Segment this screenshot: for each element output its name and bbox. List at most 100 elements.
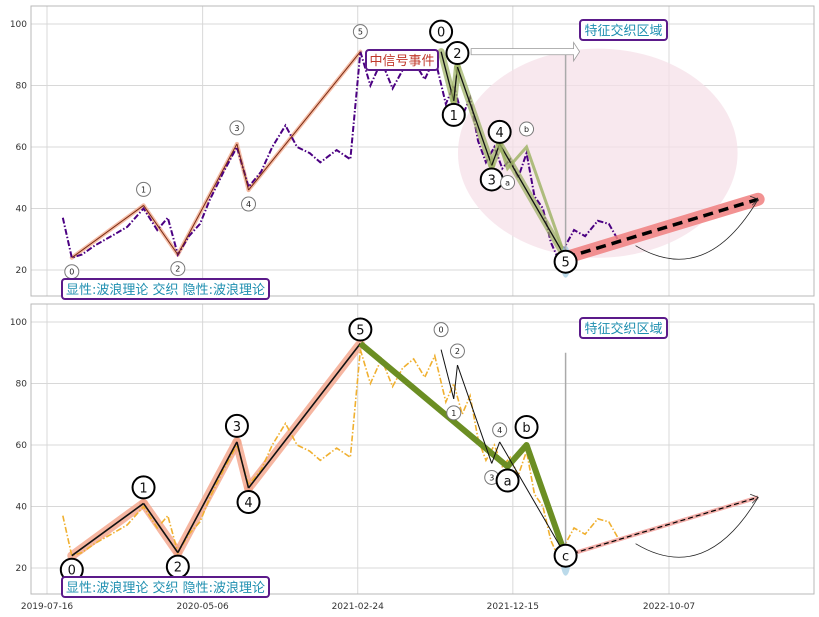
wave-label-c: c bbox=[553, 543, 578, 568]
signal-event-box-text: 中信号事件 bbox=[369, 54, 434, 69]
projection-curve bbox=[635, 497, 759, 558]
wave-line bbox=[453, 364, 458, 399]
top-region-box-frame bbox=[579, 19, 668, 41]
wave-label-circle bbox=[433, 322, 449, 338]
wave-label-1: 1 bbox=[131, 475, 156, 500]
wave-label-circle bbox=[348, 317, 373, 342]
wave-line bbox=[456, 66, 493, 166]
region-arrow bbox=[470, 41, 581, 63]
x-tick-label: 2022-10-07 bbox=[643, 602, 695, 612]
panel-frame bbox=[30, 5, 815, 297]
y-tick-label: 100 bbox=[10, 318, 27, 328]
top-region-box: 特征交织区域 bbox=[579, 19, 668, 41]
wave-line bbox=[456, 364, 493, 464]
wave-label-circle bbox=[224, 413, 249, 438]
wave-label-3: 3 bbox=[229, 120, 245, 136]
wave-label-4: 4 bbox=[492, 422, 508, 438]
wave-label-circle bbox=[429, 19, 454, 44]
top-legend-box: 显性:波浪理论 交织 隐性:波浪理论 bbox=[61, 278, 270, 300]
wave-label-5: 5 bbox=[553, 249, 578, 274]
wave-label-circle bbox=[553, 249, 578, 274]
wave-label-text: 2 bbox=[455, 347, 460, 356]
y-tick-label: 40 bbox=[16, 205, 28, 215]
bottom-panel: 20 40 60 80 100 0 1 2 3 4 5 0 1 2 3 4 a b c bbox=[10, 303, 815, 595]
wave-label-3: 3 bbox=[224, 413, 249, 438]
wave-label-text: c bbox=[562, 550, 569, 565]
wave-label-4: 4 bbox=[241, 196, 257, 212]
wave-label-circle bbox=[136, 181, 152, 197]
wave-label-text: 4 bbox=[246, 200, 251, 209]
abc-wave-line bbox=[498, 143, 568, 259]
wave-line bbox=[71, 502, 145, 557]
panel-frame bbox=[30, 303, 815, 595]
wave-label-1: 1 bbox=[446, 405, 462, 421]
y-tick-label: 20 bbox=[16, 564, 28, 574]
wave-label-circle bbox=[445, 41, 470, 66]
wave-label-a: a bbox=[500, 175, 516, 191]
wave-label-2: 2 bbox=[165, 554, 190, 579]
wave-label-circle bbox=[449, 343, 465, 359]
wave-label-text: 5 bbox=[561, 256, 569, 271]
wave-label-text: 5 bbox=[356, 324, 364, 339]
top-legend-box-text: 显性:波浪理论 交织 隐性:波浪理论 bbox=[66, 282, 265, 298]
wave-line bbox=[440, 349, 455, 399]
wave-label-circle bbox=[487, 119, 512, 144]
wave-label-text: 0 bbox=[439, 326, 444, 335]
wave-label-2: 2 bbox=[449, 343, 465, 359]
wave-label-text: 2 bbox=[174, 561, 182, 576]
bottom-region-box: 特征交织区域 bbox=[579, 317, 668, 339]
wave-label-b: b bbox=[519, 121, 535, 137]
y-tick-label: 80 bbox=[16, 82, 28, 92]
wave-label-text: 1 bbox=[451, 409, 456, 418]
wave-label-circle bbox=[170, 261, 186, 277]
wave-line bbox=[177, 143, 238, 255]
annotation-layer: 2019-07-16 2020-05-06 2021-02-24 2021-12-15… bbox=[21, 19, 695, 612]
wave-label-text: 5 bbox=[358, 28, 363, 37]
wave-line bbox=[499, 441, 567, 556]
wave-label-0: 0 bbox=[433, 322, 449, 338]
y-tick-label: 40 bbox=[16, 503, 28, 513]
wave-label-text: 4 bbox=[244, 496, 252, 511]
wave-label-text: 3 bbox=[489, 473, 494, 482]
x-tick-label: 2021-02-24 bbox=[332, 602, 385, 612]
wave-line bbox=[236, 441, 250, 489]
wave-label-text: 3 bbox=[233, 420, 241, 435]
projection-line bbox=[565, 197, 759, 260]
wave-label-circle bbox=[492, 422, 508, 438]
wave-label-1: 1 bbox=[136, 181, 152, 197]
wave-label-text: 0 bbox=[437, 26, 445, 41]
wave-label-circle bbox=[446, 405, 462, 421]
wave-label-circle bbox=[131, 475, 156, 500]
signal-event-box: 中信号事件 bbox=[365, 49, 439, 71]
wave-line bbox=[143, 205, 179, 255]
bottom-region-box-text: 特征交织区域 bbox=[584, 321, 662, 337]
wave-line bbox=[71, 205, 144, 259]
wave-label-text: a bbox=[504, 475, 512, 490]
wave-label-3: 3 bbox=[479, 167, 504, 192]
wave-label-circle bbox=[495, 468, 520, 493]
wave-label-4: 4 bbox=[487, 119, 512, 144]
wave-label-text: b bbox=[524, 125, 529, 134]
wave-label-circle bbox=[236, 490, 261, 515]
x-tick-label: 2019-07-16 bbox=[21, 602, 74, 612]
wave-label-2: 2 bbox=[445, 41, 470, 66]
wave-label-4: 4 bbox=[236, 490, 261, 515]
wave-label-text: 4 bbox=[497, 426, 502, 435]
wave-label-text: a bbox=[505, 179, 510, 188]
wave-label-circle bbox=[241, 196, 257, 212]
wave-line bbox=[247, 343, 362, 489]
top-region-box-text: 特征交织区域 bbox=[584, 23, 662, 39]
y-tick-label: 60 bbox=[16, 143, 28, 153]
wave-label-0: 0 bbox=[429, 19, 454, 44]
bottom-legend-box-frame bbox=[61, 576, 270, 598]
projection-arrowhead bbox=[750, 195, 759, 206]
y-tick-label: 80 bbox=[16, 380, 28, 390]
abc-wave-line bbox=[358, 341, 569, 557]
wave-line bbox=[248, 51, 361, 191]
wave-line bbox=[236, 143, 250, 191]
signal-event-box-frame bbox=[365, 49, 439, 71]
wave-label-5: 5 bbox=[352, 24, 368, 40]
wave-label-circle bbox=[514, 415, 539, 439]
wave-label-text: 3 bbox=[488, 173, 496, 188]
